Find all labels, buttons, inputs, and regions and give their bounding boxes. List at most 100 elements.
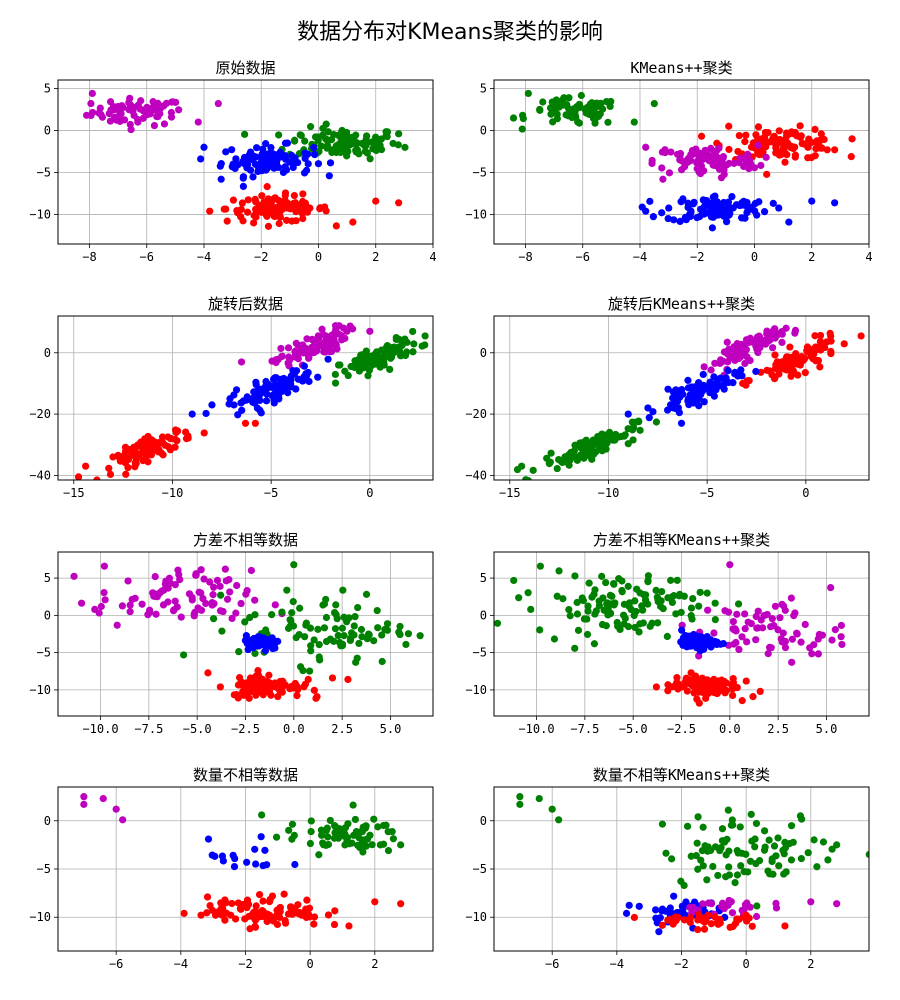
- data-point: [241, 681, 249, 689]
- data-point: [720, 677, 728, 686]
- data-point: [642, 207, 650, 215]
- data-point: [140, 444, 148, 452]
- data-point: [631, 418, 640, 426]
- data-point: [779, 846, 787, 854]
- data-point: [284, 344, 293, 352]
- data-point: [330, 637, 338, 645]
- data-point: [765, 836, 773, 844]
- data-point: [292, 367, 301, 375]
- data-point: [372, 197, 380, 205]
- data-point: [236, 904, 245, 913]
- data-point: [301, 633, 309, 641]
- data-point: [93, 476, 101, 480]
- data-point: [409, 348, 417, 356]
- data-point: [221, 896, 229, 904]
- data-point: [818, 144, 826, 152]
- y-tick-label: −5: [37, 862, 51, 876]
- data-point: [700, 925, 709, 933]
- data-point: [717, 844, 725, 852]
- data-point: [663, 632, 671, 641]
- data-point: [138, 600, 146, 608]
- data-point: [787, 856, 796, 864]
- data-point: [272, 374, 280, 382]
- data-point: [302, 619, 310, 627]
- data-point: [771, 351, 779, 359]
- data-point: [304, 354, 313, 362]
- data-point: [719, 640, 727, 648]
- data-point: [300, 169, 309, 177]
- x-tick-label: −5: [700, 486, 714, 500]
- data-point: [689, 594, 697, 603]
- x-tick-label: −10: [598, 486, 620, 500]
- data-point: [590, 640, 598, 648]
- axes-frame: [493, 79, 870, 245]
- data-point: [724, 200, 732, 208]
- data-point: [332, 222, 340, 230]
- data-point: [354, 603, 362, 612]
- data-point: [197, 155, 205, 163]
- data-point: [791, 329, 799, 337]
- data-point: [837, 621, 846, 630]
- y-tick-label: −10: [465, 910, 487, 924]
- data-point: [120, 116, 129, 124]
- data-point: [197, 566, 205, 574]
- data-point: [747, 143, 756, 151]
- subplot-5: 方差不相等数据 −10.0 −7.5 −5.0 −2.5 0.0 2.5 5.0 5 0 −5 −10: [29, 531, 434, 736]
- x-tick-label: −8: [518, 250, 532, 264]
- data-point: [255, 891, 264, 899]
- data-point: [524, 589, 532, 597]
- data-point: [694, 925, 702, 934]
- data-point: [299, 214, 307, 223]
- data-point: [326, 159, 335, 167]
- data-point: [241, 618, 249, 626]
- data-point: [755, 856, 764, 865]
- data-point: [230, 862, 239, 871]
- data-point: [247, 566, 256, 575]
- data-point: [547, 449, 555, 457]
- data-point: [363, 635, 371, 643]
- data-point: [303, 371, 311, 379]
- data-point: [667, 576, 675, 584]
- data-point: [813, 356, 821, 364]
- data-point: [742, 159, 751, 167]
- data-point: [267, 154, 276, 163]
- x-tick-label: −8: [82, 250, 96, 264]
- data-point: [325, 172, 333, 180]
- data-point: [577, 91, 585, 100]
- scatter-points: [513, 324, 865, 480]
- data-point: [376, 363, 384, 371]
- subplot-title: 数量不相等数据: [193, 766, 298, 784]
- data-point: [317, 831, 326, 839]
- data-point: [720, 380, 729, 388]
- data-point: [699, 900, 707, 908]
- data-point: [287, 617, 295, 625]
- data-point: [757, 161, 765, 170]
- data-point: [216, 607, 225, 615]
- data-point: [646, 622, 654, 630]
- subplot-4: 旋转后KMeans++聚类 −15 −10 −5 0 0 −20 −40: [465, 295, 870, 500]
- data-point: [707, 206, 716, 215]
- data-point: [131, 452, 139, 460]
- x-tick-label: −6: [576, 250, 590, 264]
- data-point: [265, 671, 273, 679]
- data-point: [683, 687, 691, 695]
- x-tick-label: 0: [802, 486, 809, 500]
- data-point: [641, 596, 650, 604]
- data-point: [752, 367, 760, 376]
- data-point: [355, 639, 363, 648]
- data-point: [310, 920, 318, 928]
- data-point: [574, 626, 583, 634]
- data-point: [200, 429, 208, 437]
- data-point: [159, 601, 168, 609]
- subplot-2: KMeans++聚类 −8 −6 −4 −2 0 2 4 5 0 −5 −10: [465, 59, 872, 264]
- x-tick-label: −15: [499, 486, 521, 500]
- data-point: [305, 904, 314, 912]
- data-point: [726, 561, 734, 569]
- data-point: [529, 466, 537, 474]
- data-point: [259, 897, 267, 905]
- data-point: [729, 922, 737, 931]
- data-point: [404, 630, 413, 638]
- data-point: [691, 392, 699, 400]
- data-point: [727, 352, 735, 360]
- data-point: [788, 635, 796, 643]
